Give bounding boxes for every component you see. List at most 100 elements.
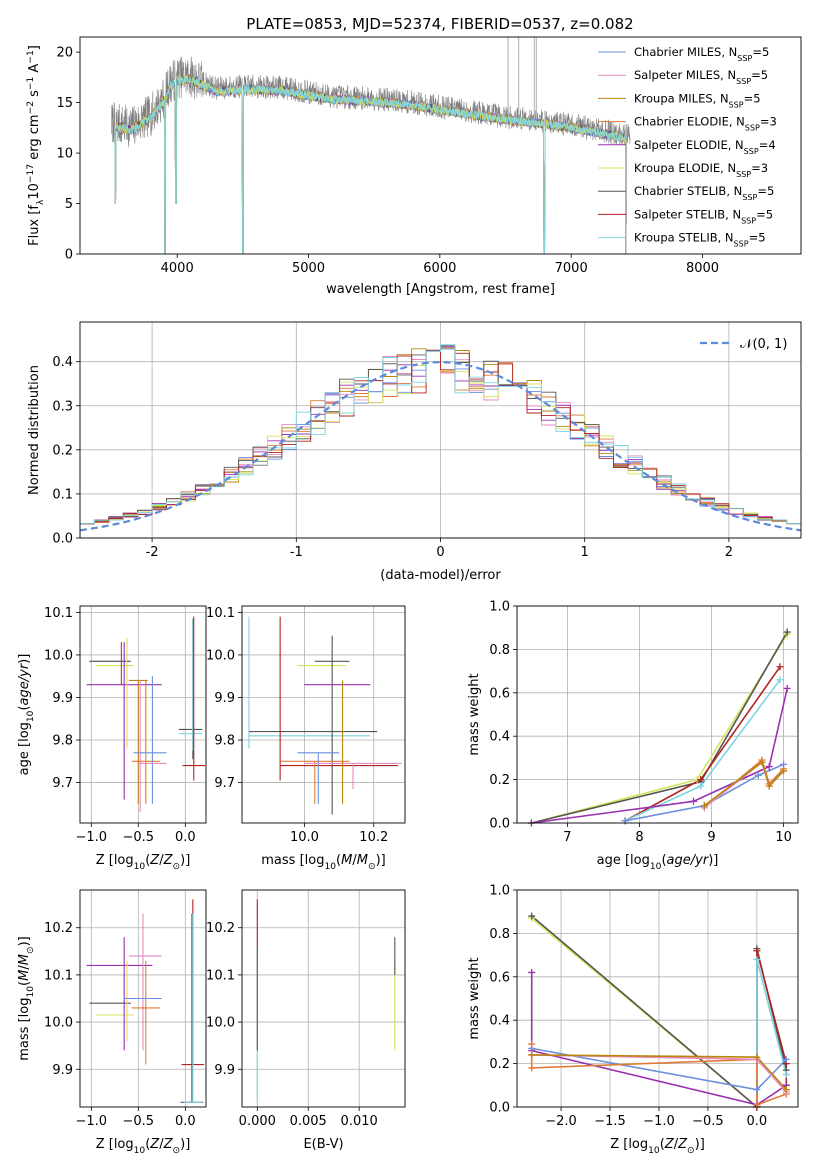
axes-frame bbox=[516, 889, 799, 1108]
weight-marker-kroupa_stelib bbox=[697, 782, 705, 790]
panel-age_vs_Z: −1.0 −0.5 0.0 9.7 9.8 9.9 10.0 10.1 Z [log10(Z/Z… bbox=[17, 605, 207, 872]
x-tick-label: −1.0 bbox=[75, 1114, 107, 1129]
y-axis-label: Flux [fλ10−17 erg cm−2 s−1 A−1] bbox=[26, 45, 46, 246]
y-tick-label: 10.1 bbox=[206, 968, 235, 983]
y-tick-label: 0.0 bbox=[489, 1101, 510, 1116]
weight-marker-salpeter_elodie bbox=[783, 684, 791, 692]
x-tick-label: 0.005 bbox=[290, 1114, 327, 1129]
weight-marker-chabrier_miles bbox=[754, 771, 762, 779]
axes-frame bbox=[79, 889, 207, 1108]
weight-marker-salpeter_stelib bbox=[776, 663, 784, 671]
x-tick-label: 6000 bbox=[423, 261, 456, 276]
y-tick-label: 9.9 bbox=[52, 1063, 73, 1078]
y-tick-label: 9.9 bbox=[52, 691, 73, 706]
panel-weight_vs_age: 7 8 9 10 0.0 0.2 0.4 0.6 0.8 1.0 age [log10(age/yr… bbox=[467, 600, 799, 872]
plot-area bbox=[86, 899, 205, 1103]
y-tick-label: 1.0 bbox=[489, 884, 510, 899]
x-tick-label: 8 bbox=[635, 830, 643, 845]
panel-spectrum: 4000 5000 6000 7000 8000 0 5 10 15 20 wavelength [… bbox=[26, 36, 802, 297]
axes-frame bbox=[516, 605, 799, 824]
weight-line-chabrier_stelib bbox=[531, 631, 788, 823]
y-tick-label: 0.0 bbox=[52, 532, 73, 547]
x-tick-label: 1 bbox=[581, 545, 589, 560]
weight-marker-kroupa_miles bbox=[753, 1053, 761, 1061]
y-tick-label: 10.1 bbox=[206, 606, 235, 621]
y-tick-label: 0.1 bbox=[52, 487, 73, 502]
y-tick-label: 0.2 bbox=[489, 1057, 510, 1072]
panel-residuals: -2 -1 0 1 2 0.0 0.1 0.2 0.3 0.4 (data-model)/error… bbox=[27, 321, 802, 583]
y-tick-label: 1.0 bbox=[489, 600, 510, 615]
weight-marker-salpeter_elodie bbox=[528, 968, 536, 976]
weight-line-salpeter_elodie bbox=[530, 972, 787, 1106]
panel-mass_vs_ebv: 0.000 0.005 0.010 9.9 10.0 10.1 10.2 E(B-V) bbox=[206, 889, 406, 1152]
weight-marker-kroupa_miles bbox=[758, 758, 766, 766]
x-tick-label: 0.0 bbox=[175, 830, 196, 845]
x-tick-label: −1.0 bbox=[643, 1114, 675, 1129]
y-tick-label: 10 bbox=[56, 147, 73, 162]
x-tick-label: −1.0 bbox=[75, 830, 107, 845]
axes-frame bbox=[241, 605, 406, 824]
x-axis-label: Z [log10(Z/Z⊙)] bbox=[610, 1137, 705, 1156]
x-axis-label: Z [log10(Z/Z⊙)] bbox=[96, 1137, 191, 1156]
x-tick-label: −0.5 bbox=[123, 1114, 155, 1129]
y-tick-label: 10.2 bbox=[206, 921, 235, 936]
weight-marker-kroupa_stelib bbox=[782, 1070, 790, 1078]
legend-label-chabrier_miles: Chabrier MILES, NSSP=5 bbox=[634, 45, 769, 63]
y-tick-label: 10.0 bbox=[44, 1016, 73, 1031]
weight-marker-chabrier_miles bbox=[753, 1086, 761, 1094]
plot-area bbox=[80, 344, 801, 532]
y-tick-label: 10.2 bbox=[44, 921, 73, 936]
x-tick-label: 0.0 bbox=[747, 1114, 768, 1129]
y-tick-label: 20 bbox=[56, 46, 73, 61]
weight-marker-salpeter_stelib bbox=[697, 776, 705, 784]
x-tick-label: −0.5 bbox=[123, 830, 155, 845]
axes-frame bbox=[241, 889, 406, 1108]
x-axis-label: mass [log10(M/M⊙)] bbox=[261, 853, 385, 872]
weight-marker-chabrier_stelib bbox=[528, 912, 536, 920]
y-tick-label: 15 bbox=[56, 96, 73, 111]
y-tick-label: 0.4 bbox=[489, 1014, 510, 1029]
weight-marker-salpeter_elodie bbox=[765, 763, 773, 771]
panel-mass_vs_Z: −1.0 −0.5 0.0 9.9 10.0 10.1 10.2 Z [log10(Z/Z⊙)… bbox=[17, 889, 207, 1156]
x-tick-label: 10.0 bbox=[290, 830, 319, 845]
y-tick-label: 0.0 bbox=[489, 817, 510, 832]
legend-label-gaussian: 𝒩(0, 1) bbox=[740, 337, 787, 352]
y-tick-label: 10.1 bbox=[44, 968, 73, 983]
x-axis-label: E(B-V) bbox=[303, 1137, 343, 1152]
weight-marker-kroupa_stelib bbox=[776, 676, 784, 684]
y-tick-label: 9.7 bbox=[52, 776, 73, 791]
y-axis-label: age [log10(age/yr)] bbox=[17, 654, 36, 776]
y-tick-label: 9.8 bbox=[52, 734, 73, 749]
weight-marker-chabrier_elodie bbox=[528, 1040, 536, 1048]
x-axis-label: (data-model)/error bbox=[380, 568, 501, 583]
y-tick-label: 0.4 bbox=[52, 355, 73, 370]
weight-marker-kroupa_miles bbox=[528, 1051, 536, 1059]
model-spectrum-kroupa_stelib bbox=[114, 75, 627, 254]
y-tick-label: 0.3 bbox=[52, 399, 73, 414]
y-axis-label: mass weight bbox=[467, 673, 482, 755]
panel-weight_vs_Z: −2.0 −1.5 −1.0 −0.5 0.0 0.0 0.2 0.4 0.6 0.8 1.0 Z [… bbox=[467, 884, 799, 1156]
weight-marker-kroupa_miles bbox=[700, 802, 708, 810]
weight-line-kroupa_stelib bbox=[756, 959, 788, 1105]
x-tick-label: −0.5 bbox=[692, 1114, 724, 1129]
y-tick-label: 0.8 bbox=[489, 643, 510, 658]
y-tick-label: 10.0 bbox=[206, 648, 235, 663]
legend-label-kroupa_elodie: Kroupa ELODIE, NSSP=3 bbox=[634, 161, 768, 179]
y-tick-label: 0.6 bbox=[489, 686, 510, 701]
x-axis-label: age [log10(age/yr)] bbox=[597, 853, 719, 872]
y-axis-label: mass [log10(M/M⊙)] bbox=[17, 936, 36, 1060]
y-tick-label: 9.9 bbox=[214, 1063, 235, 1078]
x-tick-label: 8000 bbox=[686, 261, 719, 276]
y-tick-label: 10.0 bbox=[206, 1016, 235, 1031]
axes-frame bbox=[79, 605, 207, 824]
plot-area bbox=[248, 616, 402, 815]
x-tick-label: 5000 bbox=[292, 261, 325, 276]
plot-area bbox=[86, 616, 206, 813]
plot-area bbox=[256, 899, 396, 1103]
legend-label-kroupa_miles: Kroupa MILES, NSSP=5 bbox=[634, 91, 761, 109]
weight-line-chabrier_miles bbox=[624, 763, 784, 822]
y-tick-label: 10.1 bbox=[44, 606, 73, 621]
x-axis-label: wavelength [Angstrom, rest frame] bbox=[326, 282, 555, 297]
